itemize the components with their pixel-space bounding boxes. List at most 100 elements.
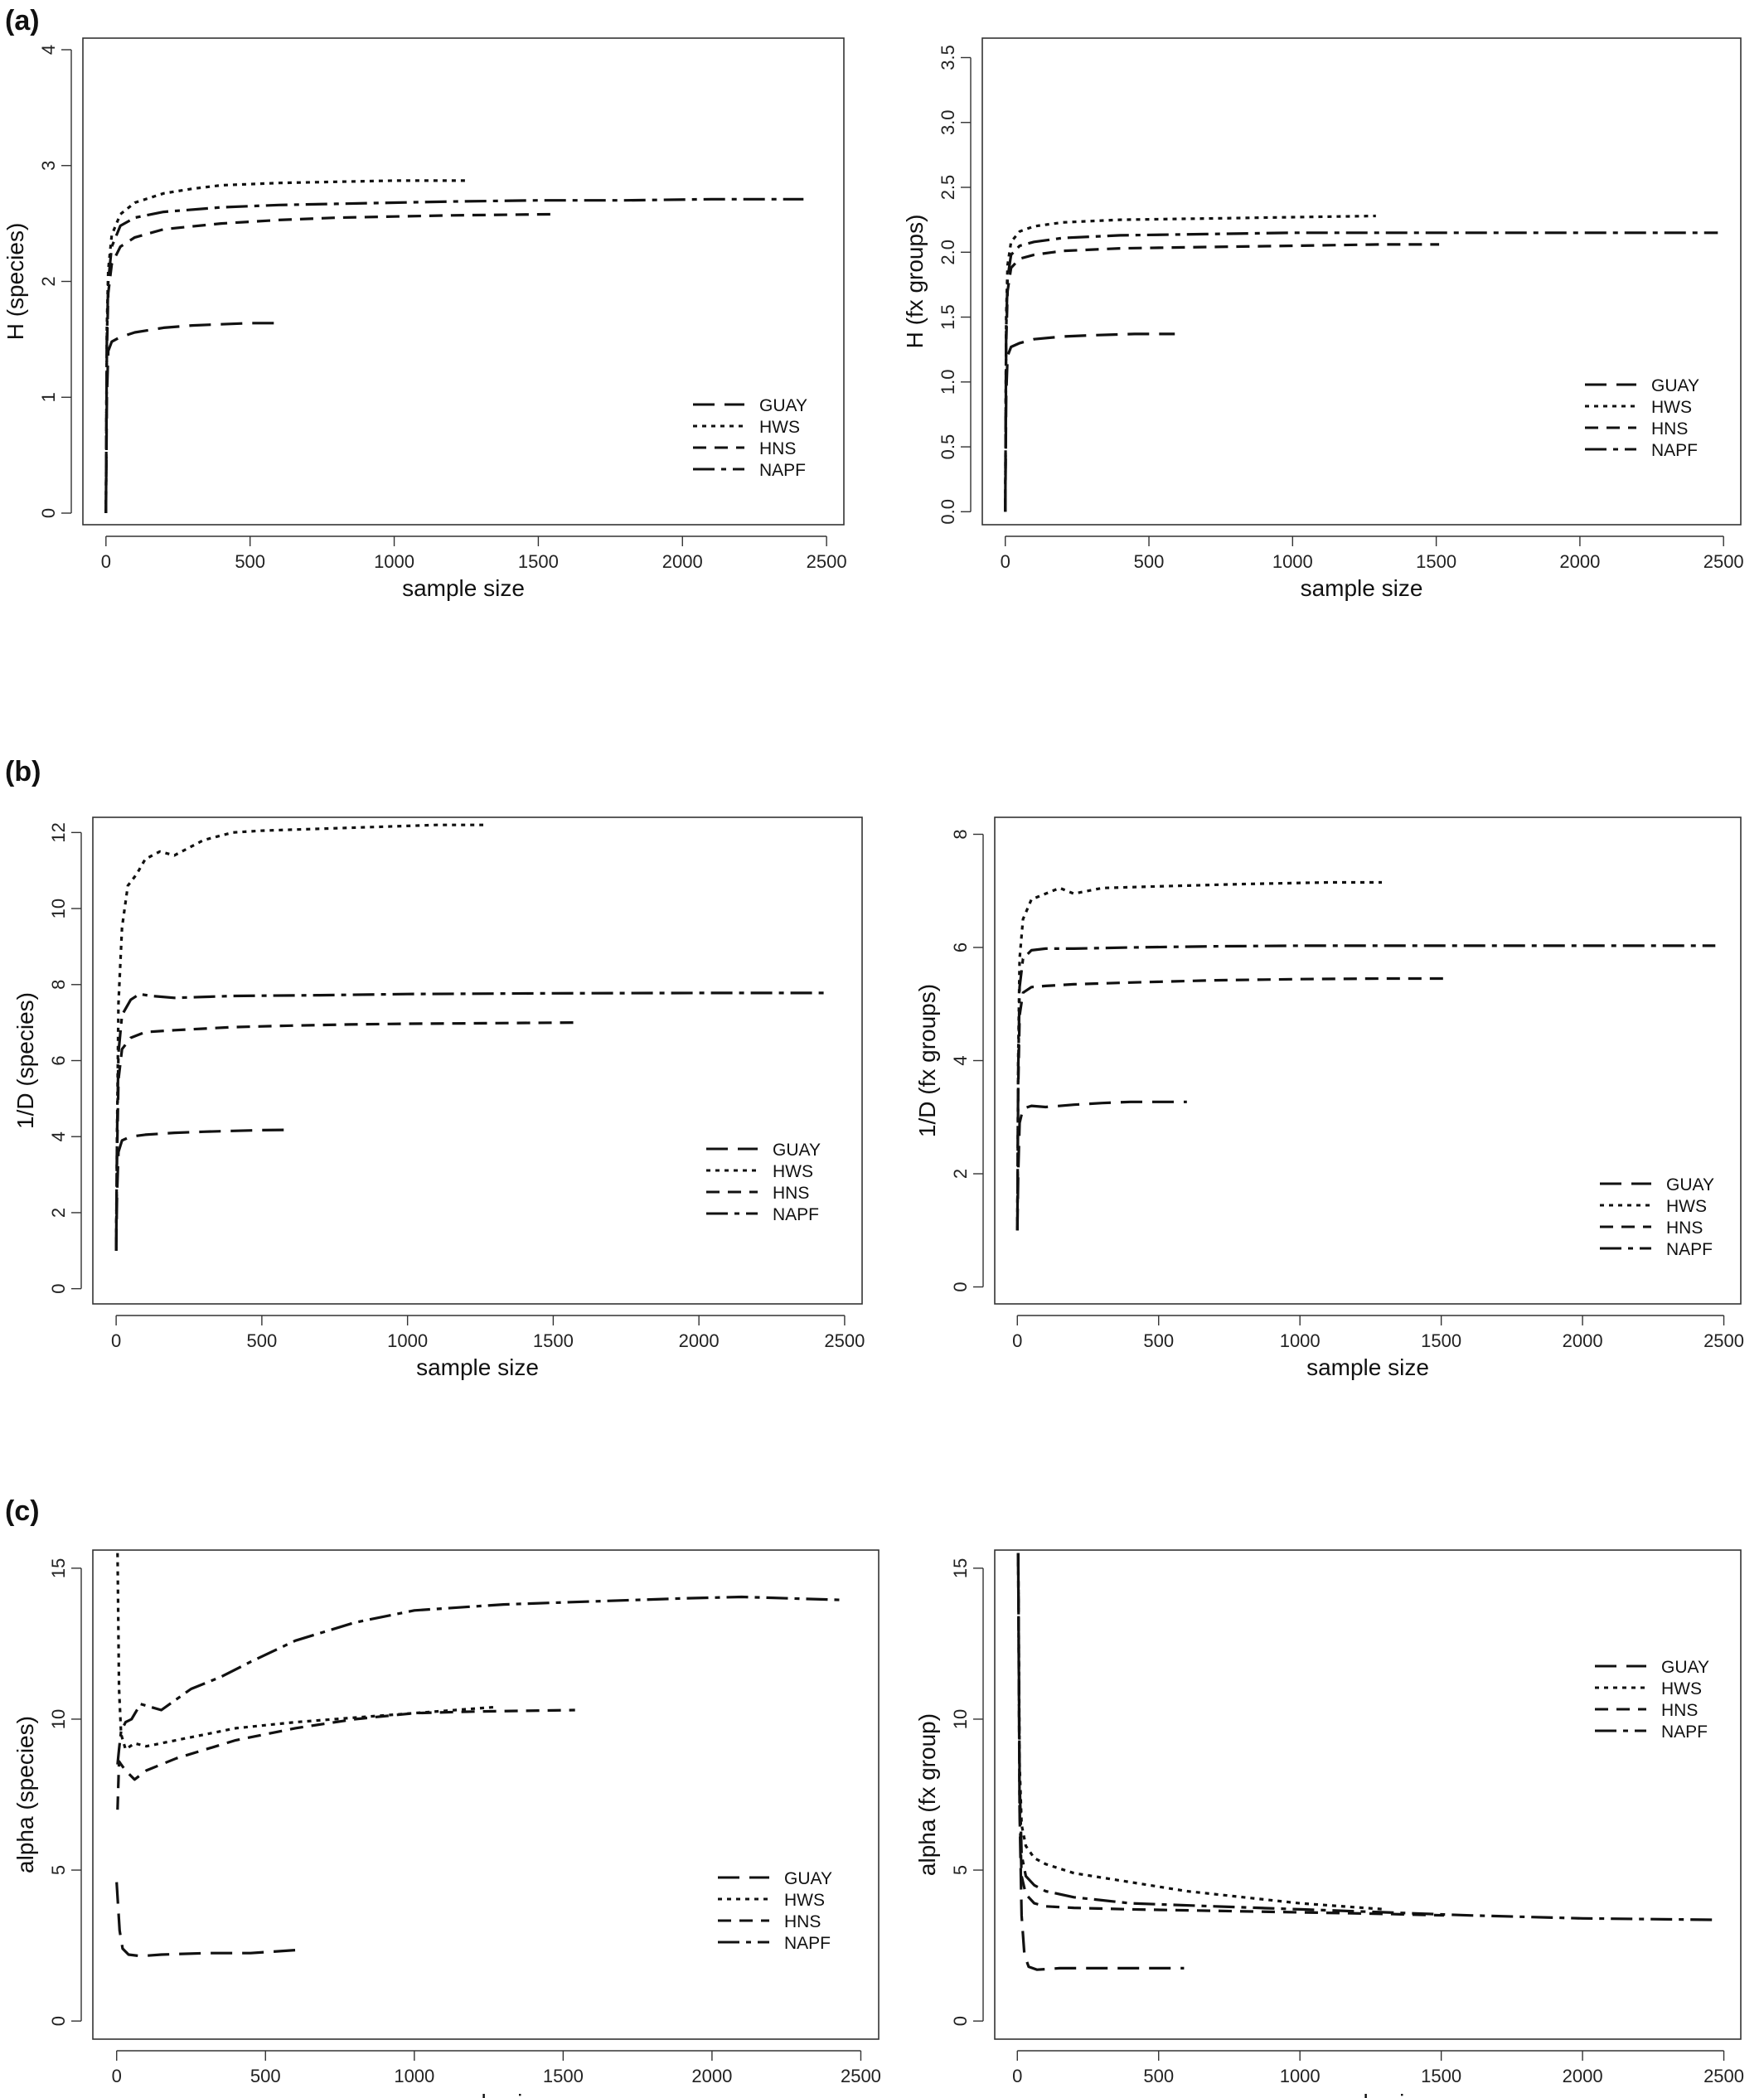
x-tick-label: 0 [1012,2066,1022,2086]
y-axis: 0 2 4 6 8 10 12 1/D (species) [12,822,82,1294]
x-tick-label: 500 [1134,551,1165,572]
series-line-napf [1004,231,1718,512]
y-tick-label: 10 [48,1709,69,1729]
x-tick-label: 1500 [518,551,559,572]
x-tick-label: 2500 [1703,551,1744,572]
y-axis: 0 5 10 15 alpha (fx group) [914,1558,984,2026]
x-tick-label: 1000 [374,551,414,572]
y-tick-label: 0 [48,1284,69,1294]
panel-label-c: (c) [5,1495,40,1527]
legend-label-hws: HWS [1661,1679,1702,1698]
series-line-hns [1004,243,1440,512]
y-tick-label: 1.5 [938,304,958,330]
x-tick-label: 1000 [1272,551,1313,572]
y-tick-label: 5 [950,1865,971,1875]
y-axis-title: alpha (species) [12,1716,38,1873]
series-line-guay [1015,1100,1187,1231]
series-line-hws [104,179,467,514]
legend: GUAY HWS HNS NAPF [1585,376,1699,460]
x-tick-label: 1000 [394,2066,434,2086]
legend-label-guay: GUAY [1666,1175,1714,1194]
chart-4: 0 500 1000 1500 2000 2500 sample size 0 2 4 6 8 1/D … [914,816,1744,1380]
x-tick-label: 2000 [679,1330,720,1351]
y-axis-title: 1/D (species) [12,992,38,1129]
x-axis-title: sample size [424,2090,547,2098]
legend-label-napf: NAPF [759,461,806,480]
x-axis-title: sample size [1306,2090,1429,2098]
legend: GUAY HWS HNS NAPF [718,1869,832,1953]
legend-label-hns: HNS [759,439,796,458]
x-axis: 0 500 1000 1500 2000 2500 sample size [1012,2050,1744,2098]
plot-frame [994,816,1742,1305]
panel-label-a: (a) [5,5,40,36]
legend-label-napf: NAPF [1651,441,1698,460]
x-tick-label: 1500 [1416,551,1456,572]
series-line-guay [1004,332,1175,512]
x-tick-label: 1000 [387,1330,428,1351]
x-axis: 0 500 1000 1500 2000 2500 sample size [1001,535,1744,601]
legend-label-hns: HNS [1661,1701,1698,1720]
y-tick-label: 0.5 [938,434,958,460]
series-line-hns [116,1708,575,1810]
x-tick-label: 500 [250,2066,281,2086]
series-line-hns [114,1021,574,1251]
y-tick-label: 12 [48,822,69,842]
legend-label-guay: GUAY [1661,1658,1709,1677]
y-axis: 0 2 4 6 8 1/D (fx groups) [914,829,984,1292]
legend-label-hws: HWS [784,1891,825,1910]
x-tick-label: 2500 [1703,2066,1744,2086]
legend-label-hns: HNS [773,1184,809,1203]
x-tick-label: 1000 [1280,1330,1321,1351]
x-tick-label: 0 [101,551,111,572]
x-axis-title: sample size [416,1354,539,1380]
series-line-napf [114,991,825,1251]
x-tick-label: 500 [235,551,265,572]
x-tick-label: 1500 [543,2066,584,2086]
y-tick-label: 1 [38,392,59,402]
chart-1: 0 500 1000 1500 2000 2500 sample size 0 1 2 3 4 H (s… [2,37,847,601]
x-tick-label: 1500 [1421,1330,1461,1351]
x-tick-label: 0 [112,2066,122,2086]
panel-label-b: (b) [5,756,41,787]
legend-label-hns: HNS [1651,419,1688,438]
legend-label-hws: HWS [1666,1197,1707,1216]
series-line-guay [104,322,276,514]
y-axis-title: H (fx groups) [902,215,928,349]
legend-label-hws: HWS [1651,398,1692,417]
y-axis: 0 5 10 15 alpha (species) [12,1558,82,2026]
series-line-napf [116,1595,841,1765]
chart-3: 0 500 1000 1500 2000 2500 sample size 0 2 4 6 8 10 12… [12,816,865,1380]
y-tick-label: 4 [38,45,59,55]
y-tick-label: 2 [38,276,59,286]
plot-frame [92,816,863,1305]
series-line-hws [114,823,483,1251]
x-tick-label: 1500 [533,1330,574,1351]
series-line-guay [1016,1553,1185,1971]
y-tick-label: 3 [38,161,59,171]
y-axis: 0.0 0.5 1.0 1.5 2.0 2.5 3.0 3.5 H (fx groups) [902,45,972,525]
series-line-guay [114,1128,292,1251]
x-tick-label: 2500 [824,1330,865,1351]
legend-label-napf: NAPF [1666,1240,1713,1259]
x-tick-label: 0 [111,1330,121,1351]
legend-label-guay: GUAY [1651,376,1699,395]
x-tick-label: 2500 [1703,1330,1744,1351]
x-axis-title: sample size [402,575,525,601]
y-tick-label: 3.5 [938,45,958,70]
x-tick-label: 0 [1001,551,1010,572]
x-axis-title: sample size [1306,1354,1429,1380]
legend-label-guay: GUAY [759,396,807,415]
y-tick-label: 1.0 [938,370,958,395]
x-tick-label: 1500 [1421,2066,1461,2086]
x-tick-label: 2000 [662,551,703,572]
plot-frame [981,37,1742,526]
legend-label-napf: NAPF [1661,1722,1708,1742]
x-axis-title: sample size [1301,575,1423,601]
x-tick-label: 2000 [1559,551,1600,572]
x-tick-label: 2000 [691,2066,732,2086]
legend-label-napf: NAPF [784,1934,831,1953]
y-tick-label: 0 [950,2016,971,2026]
series-line-napf [1015,944,1716,1231]
plot-frame [82,37,845,526]
